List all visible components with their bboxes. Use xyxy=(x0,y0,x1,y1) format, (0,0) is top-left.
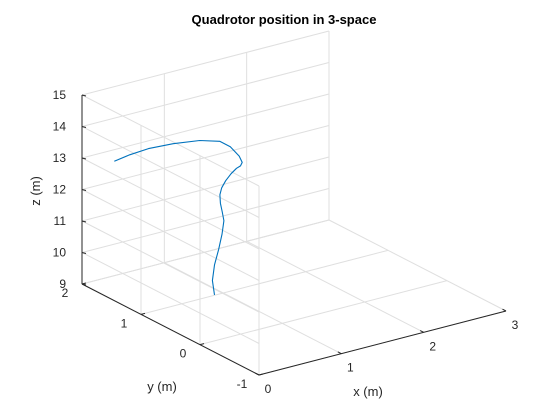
trajectory-line-0 xyxy=(114,139,243,295)
x-tick-mark xyxy=(255,372,260,376)
grid-line xyxy=(81,126,260,218)
x-tick-label: 0 xyxy=(265,382,272,396)
z-tick-label: 11 xyxy=(54,214,67,228)
grid-line xyxy=(81,157,260,250)
grid-line xyxy=(81,220,260,313)
z-tick-label: 12 xyxy=(53,183,67,197)
z-tick-label: 9 xyxy=(59,277,66,291)
z-tick-mark xyxy=(81,252,87,254)
grid-line xyxy=(81,30,330,96)
y-tick-label: 2 xyxy=(62,286,69,300)
y-tick-label: 0 xyxy=(180,347,187,361)
grid-line xyxy=(81,252,260,344)
y-tick-mark xyxy=(199,343,205,346)
y-axis-line xyxy=(81,283,260,376)
z-axis-label: z (m) xyxy=(28,176,43,206)
z-tick-label: 14 xyxy=(53,120,67,134)
z-tick-label: 13 xyxy=(53,151,67,165)
x-axis-line xyxy=(258,310,507,376)
z-tick-mark xyxy=(81,126,87,128)
x-tick-mark xyxy=(337,351,342,355)
y-axis-label: y (m) xyxy=(147,379,177,394)
z-tick-mark xyxy=(81,157,87,160)
chart-title: Quadrotor position in 3-space xyxy=(192,12,377,27)
x-axis-label: x (m) xyxy=(353,384,383,399)
z-tick-label: 15 xyxy=(53,88,67,102)
grid-line xyxy=(164,262,342,355)
z-tick-mark xyxy=(81,94,87,97)
y-tick-mark xyxy=(258,373,264,376)
y-tick-mark xyxy=(140,312,146,315)
y-tick-label: 1 xyxy=(121,316,128,330)
y-tick-label: -1 xyxy=(237,377,248,391)
axes xyxy=(81,94,507,376)
grid xyxy=(81,30,507,376)
grid-line xyxy=(328,219,507,312)
x-tick-mark xyxy=(419,330,424,333)
z-tick-mark xyxy=(81,189,87,191)
x-tick-mark xyxy=(502,308,507,312)
x-tick-label: 3 xyxy=(512,318,519,332)
grid-line xyxy=(246,240,424,333)
z-tick-mark xyxy=(81,283,87,286)
x-tick-label: 2 xyxy=(429,339,436,353)
z-tick-mark xyxy=(81,220,87,223)
grid-line xyxy=(81,189,260,281)
z-tick-label: 10 xyxy=(53,246,67,260)
grid-line xyxy=(81,94,260,187)
x-tick-label: 1 xyxy=(347,361,354,375)
series-layer xyxy=(114,139,243,295)
